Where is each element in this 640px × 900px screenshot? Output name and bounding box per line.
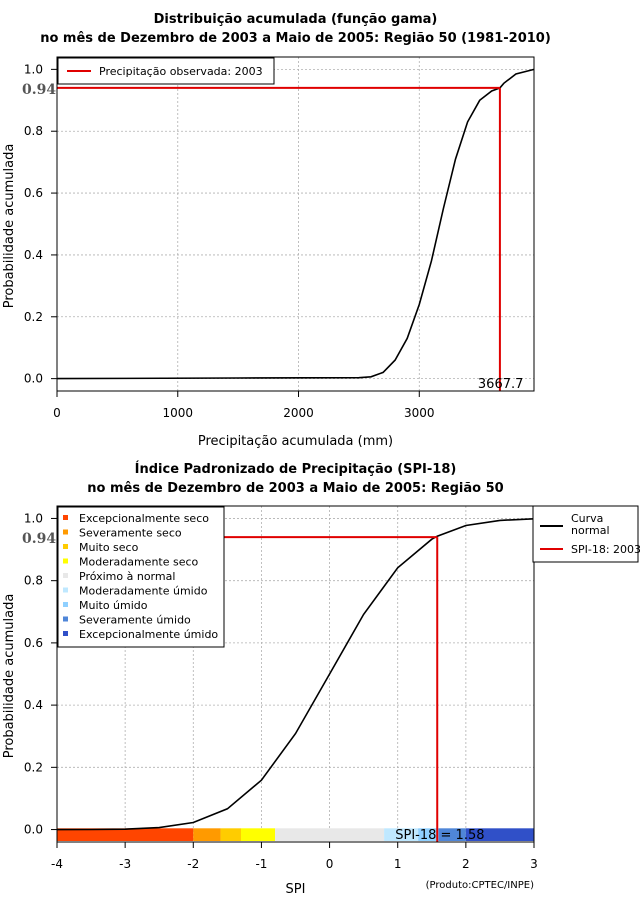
chart-title-line: Índice Padronizado de Precipitação (SPI-… [135,461,457,477]
category-legend-swatch [63,616,68,622]
legend-box [57,57,275,85]
spi-legend-label: SPI-18: 2003 [571,543,640,556]
x-tick-label: 2000 [283,406,314,420]
x-tick-label: 0 [326,857,334,871]
category-legend-swatch [63,558,68,564]
category-legend-box [57,506,225,648]
y-tick-label: 0.6 [24,636,43,650]
category-legend-label: Severamente úmido [79,614,191,627]
x-tick-label: -2 [187,857,199,871]
y-tick-label: 1.0 [24,62,43,76]
observed-probability-label: 0.94 [22,531,56,547]
y-tick-label: 0.0 [24,823,43,837]
plot-frame [56,505,535,843]
category-legend-swatch [63,573,68,578]
category-legend-label: Próximo à normal [79,570,175,583]
y-tick-label: 0.2 [24,310,43,324]
category-legend-swatch [63,544,68,549]
category-band-6 [418,828,439,841]
category-band-7 [438,828,466,841]
x-tick-label: 3 [530,857,538,871]
x-tick-label: -4 [51,857,63,871]
category-legend-swatch [63,515,68,520]
y-tick-label: 0.8 [24,124,43,138]
spi-value-annotation: SPI-18 = 1.58 [395,828,484,843]
observed-probability-label: 0.94 [22,82,56,98]
curve-legend-label: Curva [571,512,603,525]
category-band-1 [193,828,221,841]
x-tick-label: 2 [462,857,470,871]
category-legend-label: Muito seco [79,541,139,554]
category-band-8 [465,828,534,841]
x-axis-label: Precipitação acumulada (mm) [198,434,393,449]
x-tick-label: 1000 [162,406,193,420]
x-tick-label: 1 [394,857,402,871]
x-tick-label: -1 [255,857,267,871]
product-credit: (Produto:CPTEC/INPE) [426,880,534,891]
x-tick-label: -3 [119,857,131,871]
category-legend-label: Moderadamente úmido [79,585,208,598]
y-tick-label: 0.2 [24,760,43,774]
x-tick-label: 0 [53,406,61,420]
category-legend-label: Moderadamente seco [79,556,199,569]
category-band-5 [384,828,419,841]
cdf-curve [56,68,535,380]
category-legend-label: Severamente seco [79,527,182,540]
category-band-2 [220,828,241,841]
chart-title-line: no mês de Dezembro de 2003 a Maio de 200… [87,481,503,496]
category-legend-label: Excepcionalmente úmido [79,628,218,641]
category-band-3 [240,828,276,841]
legend-label: Precipitação observada: 2003 [99,65,263,78]
category-band-4 [275,828,385,841]
curve-legend-box [532,505,639,563]
category-band-0 [57,828,194,841]
y-axis-label: Probabilidade acumulada [2,594,17,759]
chart-title-line: Distribuição acumulada (função gama) [154,12,438,27]
y-tick-label: 0.0 [24,372,43,386]
y-axis-label: Probabilidade acumulada [2,144,17,309]
y-tick-label: 0.8 [24,574,43,588]
category-legend-swatch [63,631,68,636]
y-tick-label: 0.6 [24,186,43,200]
y-tick-label: 1.0 [24,511,43,525]
category-legend-label: Excepcionalmente seco [79,512,209,525]
category-legend-swatch [63,587,68,593]
curve-legend-label: normal [571,524,610,537]
y-tick-label: 0.4 [24,248,43,262]
x-tick-label: 3000 [404,406,435,420]
category-legend-swatch [63,529,68,535]
plot-frame [56,56,535,392]
category-legend-label: Muito úmido [79,599,148,612]
chart-title-line: no mês de Dezembro de 2003 a Maio de 200… [40,31,551,46]
x-axis-label: SPI [286,882,306,897]
cdf-curve [56,518,535,831]
observed-value-label: 3667.7 [478,377,524,392]
category-legend-swatch [63,602,68,607]
y-tick-label: 0.4 [24,698,43,712]
